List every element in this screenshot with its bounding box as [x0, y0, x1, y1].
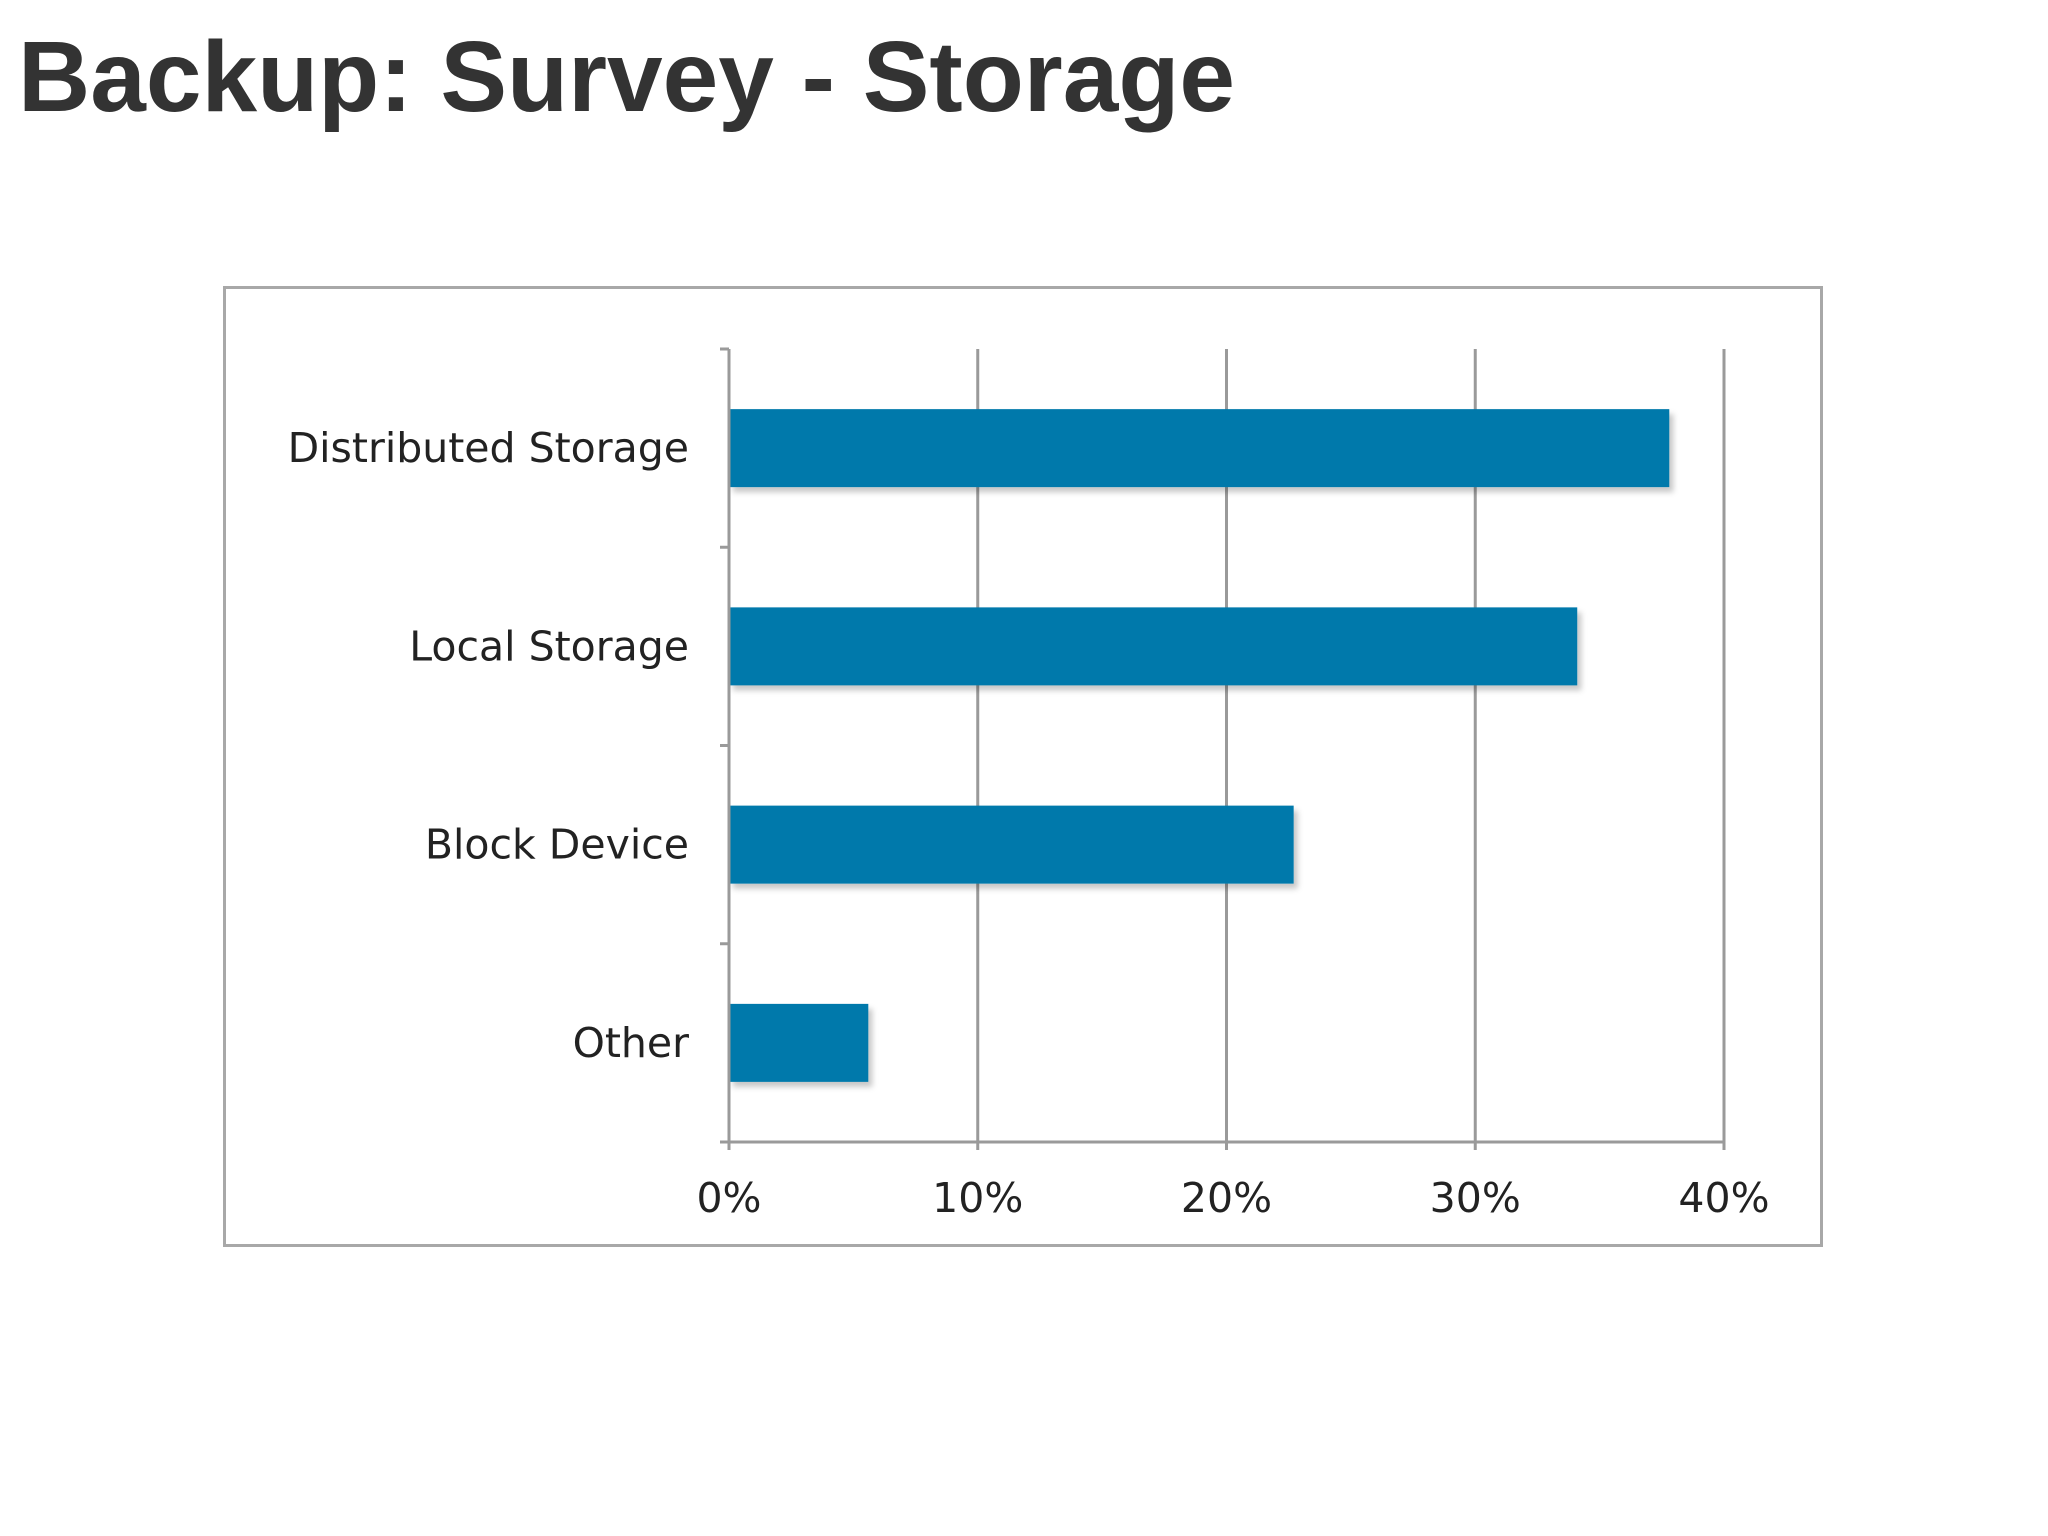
x-tick-label-1: 10%	[932, 1174, 1023, 1222]
axes	[720, 347, 1724, 1150]
bar-2	[729, 805, 1294, 884]
category-label-3: Other	[573, 1019, 690, 1067]
category-label-0: Distributed Storage	[288, 424, 689, 472]
category-label-1: Local Storage	[409, 622, 689, 670]
x-tick-label-2: 20%	[1181, 1174, 1272, 1222]
chart-frame: Distributed Storage Local Storage Block De…	[223, 286, 1823, 1247]
x-tick-label-3: 30%	[1430, 1174, 1521, 1222]
labels: Distributed Storage Local Storage Block De…	[288, 424, 1770, 1222]
x-tick-label-4: 40%	[1678, 1174, 1769, 1222]
bar-0	[729, 409, 1670, 488]
bar-1	[729, 607, 1578, 686]
bar-chart: Distributed Storage Local Storage Block De…	[288, 347, 1770, 1222]
x-tick-label-0: 0%	[696, 1174, 761, 1222]
bars	[729, 409, 1670, 1082]
slide-title: Backup: Survey - Storage	[18, 21, 1236, 133]
category-label-2: Block Device	[425, 821, 689, 869]
bar-3	[729, 1003, 869, 1082]
